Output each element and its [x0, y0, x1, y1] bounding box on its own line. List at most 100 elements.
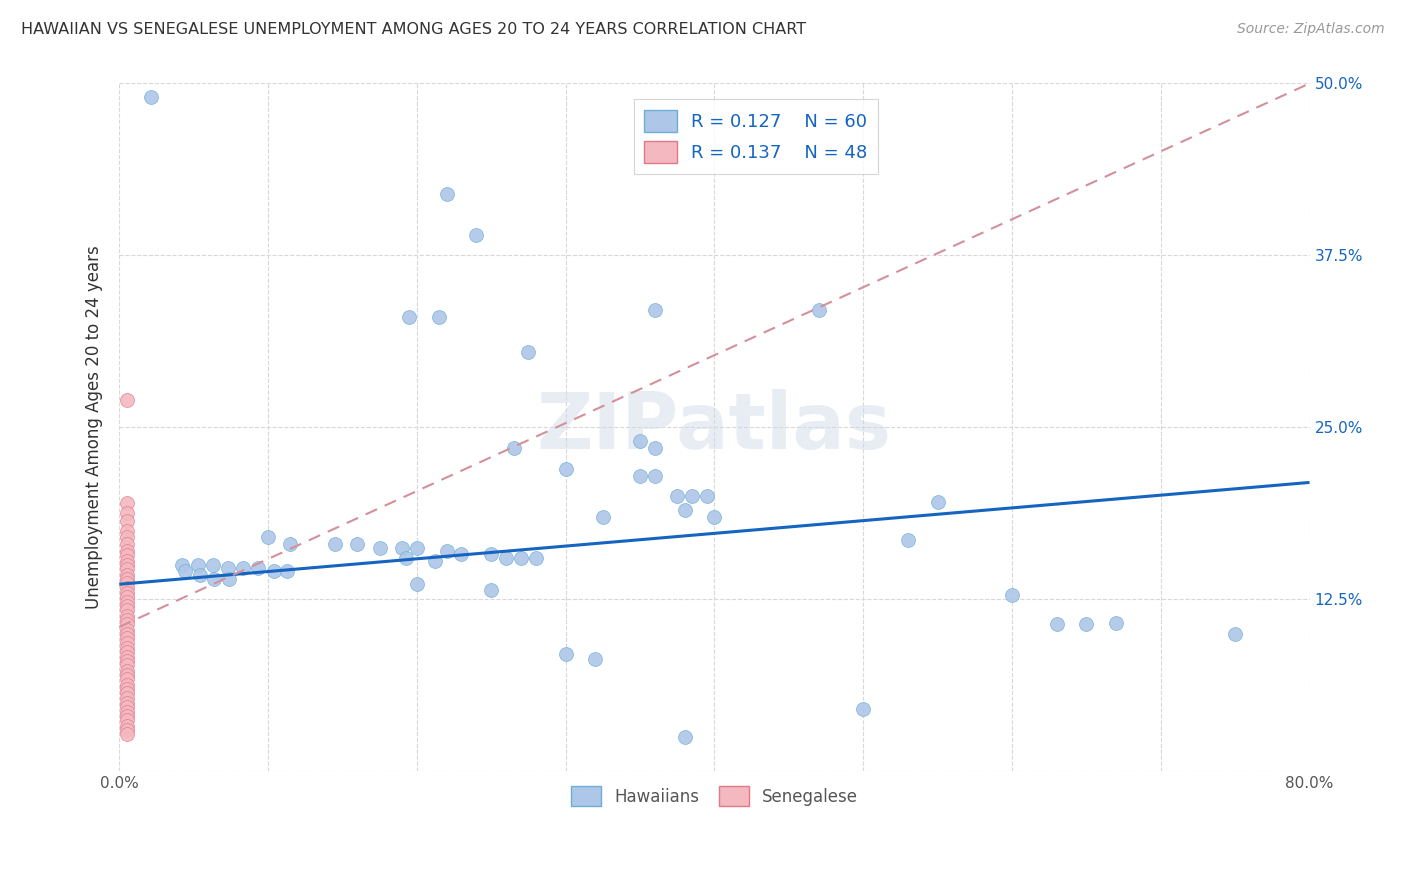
Point [554, 461, 576, 475]
Point [115, 627, 138, 641]
Point [115, 558, 138, 572]
Point [1045, 617, 1067, 632]
Point [897, 533, 920, 548]
Point [423, 554, 446, 568]
Point [436, 186, 458, 201]
Legend: Hawaiians, Senegalese: Hawaiians, Senegalese [562, 778, 866, 814]
Point [115, 631, 138, 645]
Point [495, 551, 517, 566]
Point [927, 494, 949, 508]
Point [115, 714, 138, 728]
Point [644, 303, 666, 318]
Text: HAWAIIAN VS SENEGALESE UNEMPLOYMENT AMONG AGES 20 TO 24 YEARS CORRELATION CHART: HAWAIIAN VS SENEGALESE UNEMPLOYMENT AMON… [21, 22, 806, 37]
Point [204, 572, 226, 586]
Point [232, 560, 254, 574]
Point [1223, 627, 1246, 641]
Point [115, 613, 138, 627]
Point [666, 489, 689, 503]
Point [852, 702, 875, 716]
Point [115, 585, 138, 599]
Point [217, 560, 239, 574]
Point [644, 468, 666, 483]
Point [115, 537, 138, 551]
Point [628, 434, 651, 449]
Point [115, 691, 138, 706]
Point [517, 344, 540, 359]
Point [696, 489, 718, 503]
Point [115, 531, 138, 545]
Point [115, 567, 138, 582]
Point [115, 572, 138, 586]
Point [115, 696, 138, 710]
Point [524, 551, 547, 566]
Point [187, 558, 209, 572]
Point [115, 727, 138, 741]
Point [246, 560, 269, 574]
Point [115, 658, 138, 673]
Point [368, 541, 391, 556]
Point [510, 551, 533, 566]
Point [115, 668, 138, 682]
Point [173, 564, 195, 578]
Point [502, 441, 524, 455]
Point [115, 392, 138, 407]
Point [592, 509, 614, 524]
Point [115, 506, 138, 520]
Point [115, 496, 138, 510]
Point [115, 681, 138, 696]
Point [115, 595, 138, 609]
Point [583, 651, 606, 665]
Point [115, 544, 138, 558]
Text: Source: ZipAtlas.com: Source: ZipAtlas.com [1237, 22, 1385, 37]
Point [115, 608, 138, 623]
Point [427, 310, 450, 325]
Y-axis label: Unemployment Among Ages 20 to 24 years: Unemployment Among Ages 20 to 24 years [86, 245, 103, 609]
Point [405, 541, 427, 556]
Point [115, 723, 138, 738]
Point [673, 730, 696, 744]
Point [395, 551, 418, 566]
Point [188, 567, 211, 582]
Point [115, 672, 138, 686]
Point [554, 648, 576, 662]
Point [115, 654, 138, 668]
Point [436, 544, 458, 558]
Point [628, 468, 651, 483]
Point [115, 686, 138, 700]
Point [115, 554, 138, 568]
Point [115, 575, 138, 590]
Point [450, 547, 472, 561]
Point [115, 650, 138, 665]
Point [170, 558, 193, 572]
Point [218, 572, 240, 586]
Point [115, 524, 138, 538]
Point [115, 678, 138, 692]
Point [673, 503, 696, 517]
Point [201, 558, 224, 572]
Point [1076, 617, 1098, 632]
Point [391, 541, 413, 556]
Point [115, 640, 138, 655]
Point [257, 531, 280, 545]
Point [115, 664, 138, 678]
Point [115, 562, 138, 576]
Point [465, 227, 488, 242]
Point [644, 441, 666, 455]
Point [681, 489, 703, 503]
Point [139, 90, 162, 104]
Point [346, 537, 368, 551]
Point [703, 509, 725, 524]
Point [807, 303, 830, 318]
Point [115, 582, 138, 596]
Point [115, 699, 138, 714]
Point [276, 564, 298, 578]
Point [115, 709, 138, 723]
Point [1105, 615, 1128, 630]
Point [115, 705, 138, 719]
Point [115, 599, 138, 614]
Point [115, 617, 138, 632]
Point [479, 547, 502, 561]
Point [115, 636, 138, 650]
Point [115, 603, 138, 617]
Point [398, 310, 420, 325]
